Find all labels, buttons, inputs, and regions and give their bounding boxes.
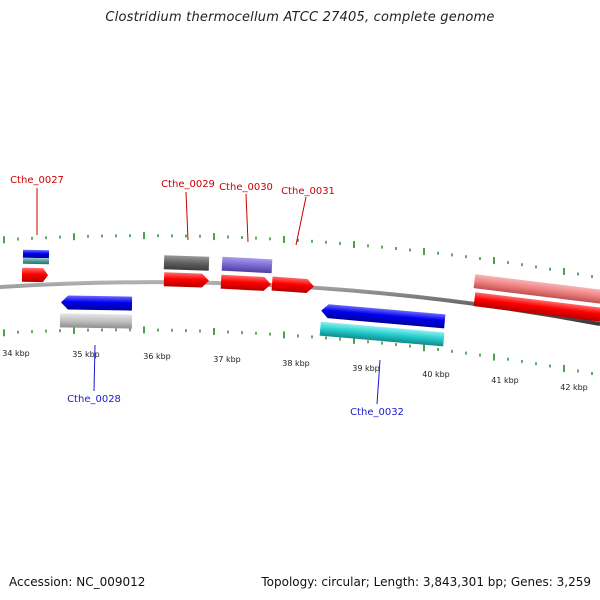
scale-label-41-kbp: 41 kbp <box>491 376 519 385</box>
gene-label-cthe-0027[interactable]: Cthe_0027 <box>10 175 64 186</box>
connector-cthe-0031 <box>295 196 307 246</box>
scale-label-39-kbp: 39 kbp <box>352 364 380 373</box>
feature-cthe-0029-gray-block <box>163 255 210 271</box>
gene-labels: Cthe_0027 Cthe_0029 Cthe_0030 Cthe_0031 … <box>10 175 404 418</box>
feature-cthe-0032-arrow <box>321 304 446 329</box>
feature-cthe-0029-arrow <box>163 272 209 288</box>
gene-label-cthe-0029[interactable]: Cthe_0029 <box>161 179 215 190</box>
feature-cthe-0027-teal-block <box>22 257 50 265</box>
outer-tick-ring <box>3 232 593 278</box>
label-connectors <box>36 188 381 405</box>
gene-label-cthe-0030[interactable]: Cthe_0030 <box>219 182 273 193</box>
scale-label-34-kbp: 34 kbp <box>2 349 30 358</box>
genome-title: Clostridium thermocellum ATCC 27405, com… <box>105 10 495 25</box>
scale-label-40-kbp: 40 kbp <box>422 370 450 379</box>
genome-stats: Topology: circular; Length: 3,843,301 bp… <box>261 575 591 589</box>
feature-pink-block <box>473 274 600 304</box>
scale-label-36-kbp: 36 kbp <box>143 352 171 361</box>
connector-cthe-0028 <box>93 344 96 392</box>
feature-cthe-0032-cyan-block <box>319 321 445 347</box>
connector-cthe-0030 <box>245 193 249 243</box>
accession-text: Accession: NC_009012 <box>9 575 146 589</box>
feature-cthe-0028-arrow <box>61 295 133 311</box>
inner-tick-ring <box>3 326 593 375</box>
connector-cthe-0029 <box>185 191 189 241</box>
feature-cthe-0027-blue-block <box>22 249 50 259</box>
gene-label-cthe-0031[interactable]: Cthe_0031 <box>281 186 335 197</box>
feature-cthe-0031-arrow <box>271 276 314 293</box>
reverse-strand-features <box>59 295 446 347</box>
feature-cthe-0027-arrow <box>21 267 48 283</box>
feature-red-block <box>473 292 600 322</box>
scale-labels: 34 kbp 35 kbp 36 kbp 37 kbp 38 kbp 39 kb… <box>2 349 588 392</box>
feature-cthe-0030-arrow <box>220 274 271 291</box>
feature-cthe-0030-purple-block <box>221 256 273 274</box>
feature-cthe-0028-gray-block <box>59 313 133 329</box>
scale-label-37-kbp: 37 kbp <box>213 355 241 364</box>
connector-cthe-0032 <box>376 359 381 405</box>
scale-label-35-kbp: 35 kbp <box>72 350 100 359</box>
scale-label-38-kbp: 38 kbp <box>282 359 310 368</box>
gene-label-cthe-0028[interactable]: Cthe_0028 <box>67 394 121 405</box>
gene-label-cthe-0032[interactable]: Cthe_0032 <box>350 407 404 418</box>
scale-label-42-kbp: 42 kbp <box>560 383 588 392</box>
forward-strand-features <box>21 249 600 322</box>
